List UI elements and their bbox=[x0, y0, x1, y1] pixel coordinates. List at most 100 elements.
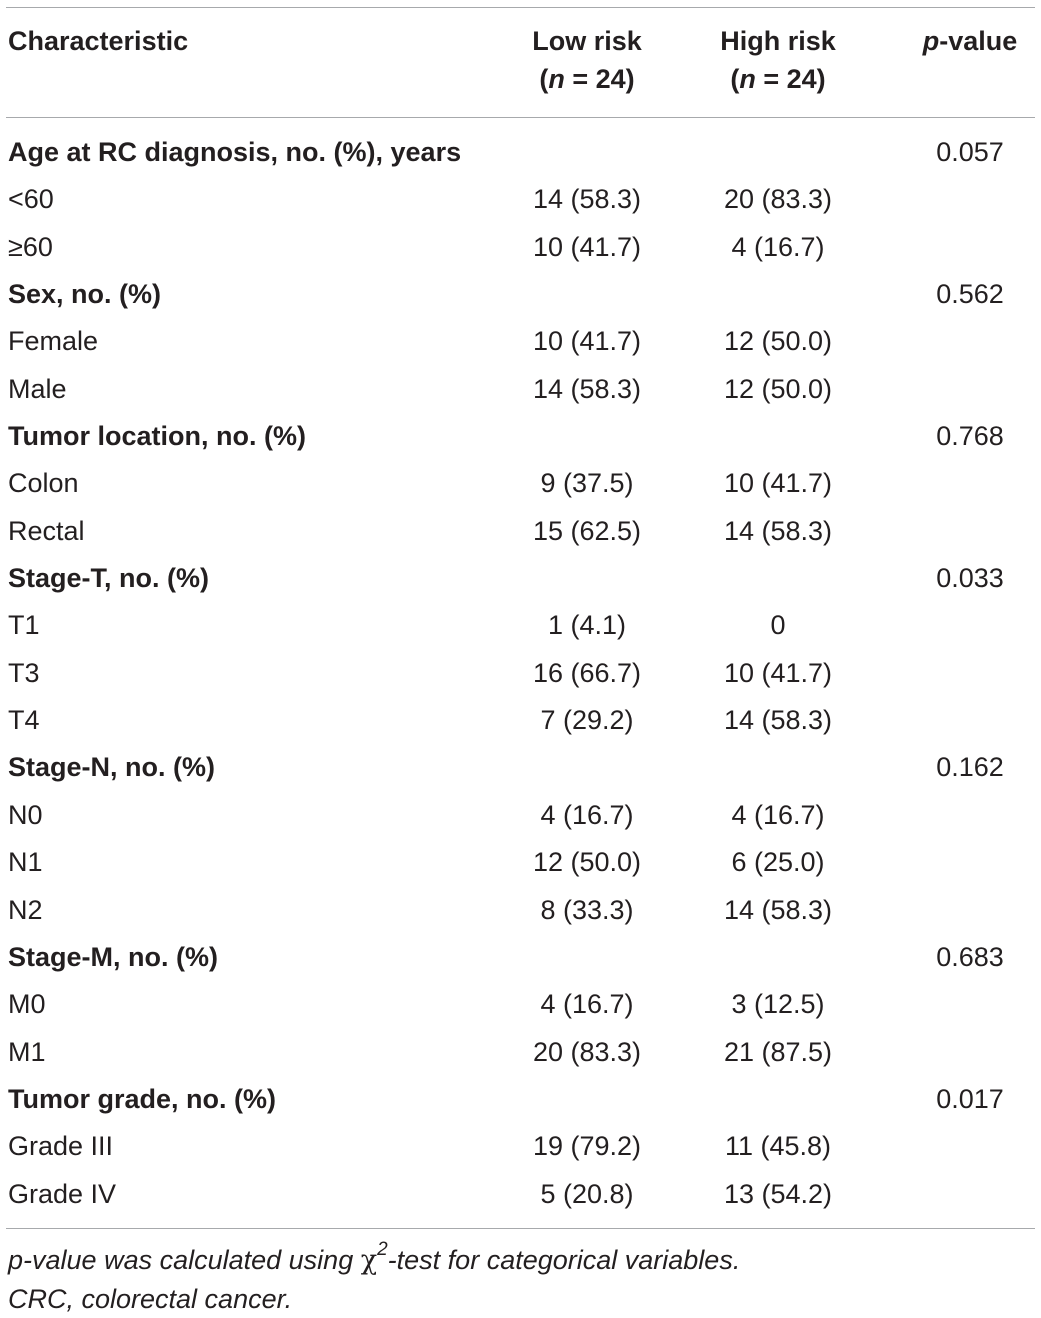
low-risk-cell: 4 (16.7) bbox=[540, 799, 634, 830]
low-risk-cell: 20 (83.3) bbox=[532, 1036, 642, 1067]
category-row: Tumor location, no. (%) 0.768 bbox=[0, 413, 1041, 460]
header-rule bbox=[6, 117, 1035, 118]
footnote-chi-symbol: χ bbox=[360, 1245, 378, 1276]
header-high-n-open: ( bbox=[730, 64, 740, 94]
high-risk-cell: 14 (58.3) bbox=[723, 515, 833, 546]
p-value-cell: 0.017 bbox=[936, 1083, 1004, 1114]
p-value-cell: 0.562 bbox=[936, 279, 1004, 310]
high-risk-cell: 6 (25.0) bbox=[731, 847, 825, 878]
high-risk-cell: 14 (58.3) bbox=[723, 894, 833, 925]
category-label: Age at RC diagnosis, no. (%), years bbox=[8, 137, 462, 167]
row-label: N2 bbox=[8, 894, 43, 925]
table-row: N0 4 (16.7) 4 (16.7) bbox=[0, 792, 1041, 839]
table-body: Age at RC diagnosis, no. (%), years 0.057… bbox=[0, 129, 1041, 1218]
category-label: Tumor location, no. (%) bbox=[8, 421, 306, 452]
table-row: <60 14 (58.3) 20 (83.3) bbox=[0, 176, 1041, 223]
low-risk-cell: 15 (62.5) bbox=[532, 515, 642, 546]
header-high-risk-label: High risk bbox=[720, 26, 836, 56]
table-row: N2 8 (33.3) 14 (58.3) bbox=[0, 887, 1041, 934]
table-row: T1 1 (4.1) 0 bbox=[0, 602, 1041, 649]
low-risk-cell: 14 (58.3) bbox=[532, 373, 642, 404]
header-high-risk-n: (n = 24) bbox=[678, 60, 878, 98]
table-row: Female 10 (41.7) 12 (50.0) bbox=[0, 318, 1041, 365]
header-high-risk: High risk (n = 24) bbox=[678, 22, 878, 98]
header-high-n-value: = 24) bbox=[755, 64, 826, 94]
high-risk-cell: 13 (54.2) bbox=[723, 1178, 833, 1209]
table-row: Rectal 15 (62.5) 14 (58.3) bbox=[0, 508, 1041, 555]
category-row: Stage-T, no. (%) 0.033 bbox=[0, 555, 1041, 602]
low-risk-cell: 9 (37.5) bbox=[540, 468, 634, 499]
bottom-rule bbox=[6, 1228, 1035, 1229]
header-low-risk: Low risk (n = 24) bbox=[487, 22, 687, 98]
category-label: Tumor grade, no. (%) bbox=[8, 1083, 276, 1114]
row-label: <60 bbox=[8, 184, 54, 215]
footnote-p-text: p-value was calculated using bbox=[8, 1245, 361, 1275]
table-row: N1 12 (50.0) 6 (25.0) bbox=[0, 839, 1041, 886]
row-label: Grade IV bbox=[8, 1178, 117, 1209]
table-row: ≥60 10 (41.7) 4 (16.7) bbox=[0, 224, 1041, 271]
row-label: Colon bbox=[8, 468, 79, 499]
category-label: Sex, no. (%) bbox=[8, 279, 162, 310]
header-low-n-symbol: n bbox=[548, 64, 565, 94]
footnote-abbreviation: CRC, colorectal cancer. bbox=[8, 1284, 293, 1314]
header-p-suffix: -value bbox=[939, 26, 1018, 56]
low-risk-cell: 8 (33.3) bbox=[540, 894, 634, 925]
high-risk-cell: 10 (41.7) bbox=[723, 468, 833, 499]
row-label: Rectal bbox=[8, 515, 85, 546]
header-p-symbol: p bbox=[922, 26, 940, 56]
row-label: N1 bbox=[8, 847, 43, 878]
row-label: T1 bbox=[8, 610, 40, 641]
low-risk-cell: 10 (41.7) bbox=[532, 231, 642, 262]
high-risk-cell: 12 (50.0) bbox=[723, 373, 833, 404]
row-label: T3 bbox=[8, 657, 40, 688]
row-label: N0 bbox=[8, 799, 43, 830]
table-row: T4 7 (29.2) 14 (58.3) bbox=[0, 697, 1041, 744]
high-risk-cell: 3 (12.5) bbox=[731, 989, 825, 1020]
row-label: Female bbox=[8, 326, 99, 357]
row-label: Grade III bbox=[8, 1131, 114, 1162]
category-row: Stage-M, no. (%) 0.683 bbox=[0, 934, 1041, 981]
table-row: M0 4 (16.7) 3 (12.5) bbox=[0, 981, 1041, 1028]
header-low-risk-label: Low risk bbox=[532, 26, 642, 56]
low-risk-cell: 10 (41.7) bbox=[532, 326, 642, 357]
p-value-cell: 0.057 bbox=[936, 137, 1004, 167]
high-risk-cell: 12 (50.0) bbox=[723, 326, 833, 357]
row-label: Male bbox=[8, 373, 67, 404]
header-high-n-symbol: n bbox=[739, 64, 756, 94]
row-label: T4 bbox=[8, 705, 40, 736]
table-row: Colon 9 (37.5) 10 (41.7) bbox=[0, 460, 1041, 507]
header-low-risk-n: (n = 24) bbox=[487, 60, 687, 98]
high-risk-cell: 21 (87.5) bbox=[723, 1036, 833, 1067]
table-row: T3 16 (66.7) 10 (41.7) bbox=[0, 650, 1041, 697]
high-risk-cell: 11 (45.8) bbox=[724, 1131, 832, 1162]
low-risk-cell: 7 (29.2) bbox=[540, 705, 634, 736]
p-value-cell: 0.683 bbox=[936, 941, 1004, 972]
header-low-n-value: = 24) bbox=[564, 64, 635, 94]
high-risk-cell: 14 (58.3) bbox=[723, 705, 833, 736]
row-label: M1 bbox=[8, 1036, 46, 1067]
category-label: Stage-N, no. (%) bbox=[8, 752, 215, 783]
high-risk-cell: 20 (83.3) bbox=[723, 184, 833, 215]
high-risk-cell: 0 bbox=[770, 610, 786, 641]
p-value-cell: 0.768 bbox=[936, 421, 1004, 452]
low-risk-cell: 1 (4.1) bbox=[547, 610, 627, 641]
category-label: Stage-T, no. (%) bbox=[8, 563, 209, 594]
category-row: Age at RC diagnosis, no. (%), years 0.057 bbox=[0, 129, 1041, 176]
row-label: ≥60 bbox=[8, 231, 53, 262]
p-value-cell: 0.162 bbox=[936, 752, 1004, 783]
row-label: M0 bbox=[8, 989, 46, 1020]
header-p-value: p-value bbox=[870, 22, 1041, 60]
low-risk-cell: 4 (16.7) bbox=[540, 989, 634, 1020]
category-label: Stage-M, no. (%) bbox=[8, 941, 218, 972]
table-header: Characteristic Low risk (n = 24) High ri… bbox=[0, 22, 1041, 112]
p-value-cell: 0.033 bbox=[936, 563, 1004, 594]
low-risk-cell: 12 (50.0) bbox=[532, 847, 642, 878]
low-risk-cell: 14 (58.3) bbox=[532, 184, 642, 215]
high-risk-cell: 4 (16.7) bbox=[731, 231, 825, 262]
footnote-chi-superscript: 2 bbox=[377, 1239, 388, 1260]
high-risk-cell: 4 (16.7) bbox=[731, 799, 825, 830]
category-row: Sex, no. (%) 0.562 bbox=[0, 271, 1041, 318]
category-row: Tumor grade, no. (%) 0.017 bbox=[0, 1076, 1041, 1123]
top-rule bbox=[6, 7, 1035, 8]
footnote-test-text: -test for categorical variables. bbox=[387, 1245, 741, 1275]
